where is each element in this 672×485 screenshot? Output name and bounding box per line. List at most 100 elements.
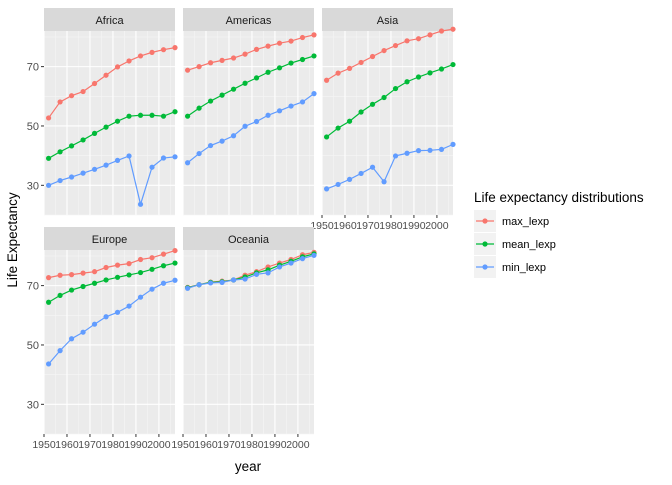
data-point (450, 61, 456, 68)
data-point (358, 59, 364, 66)
facet-panel-americas: Americas (182, 8, 317, 216)
facet-strip (322, 8, 453, 31)
data-point (126, 303, 132, 309)
data-point (91, 321, 98, 327)
x-tick-label: 2000 (147, 439, 171, 451)
x-tick-label: 1950 (310, 220, 334, 232)
data-point (137, 269, 144, 276)
data-point (149, 164, 155, 170)
data-point (369, 164, 376, 170)
data-point (46, 115, 52, 121)
x-tick-label: 1970 (78, 439, 102, 451)
data-point (219, 279, 225, 285)
data-point (242, 276, 248, 282)
data-point (265, 43, 271, 49)
x-axis-title: year (235, 459, 262, 474)
data-point (80, 283, 86, 290)
data-point (126, 153, 132, 159)
data-point (311, 252, 317, 258)
data-point (288, 38, 294, 44)
data-point (68, 287, 75, 293)
y-axis-title: Life Expectancy (5, 192, 20, 288)
data-point (172, 247, 178, 254)
data-point (46, 182, 52, 188)
data-point (404, 38, 410, 44)
data-point (103, 277, 109, 283)
x-tick-label: 1960 (333, 220, 357, 232)
data-point (149, 255, 155, 261)
data-point (427, 32, 433, 38)
data-point (219, 57, 225, 63)
x-tick-label: 1950 (171, 439, 195, 451)
x-tick-label: 1980 (379, 220, 403, 232)
data-point (253, 46, 260, 53)
data-point (103, 162, 109, 168)
facet-panel-asia: Asia 1950 1960 1970 1980 1990 2000 (310, 8, 456, 232)
facet-panel-oceania: Oceania 1950 1960 1970 1980 1990 2000 (171, 227, 317, 451)
data-point (126, 58, 132, 64)
data-point (91, 130, 98, 136)
data-point (335, 70, 341, 76)
data-point (230, 86, 237, 92)
data-point (160, 251, 167, 257)
panel-background (44, 31, 175, 215)
data-point (185, 285, 191, 291)
data-point (172, 109, 178, 115)
data-point (114, 274, 121, 280)
x-tick-label: 1980 (240, 439, 264, 451)
data-point (299, 34, 306, 41)
data-point (149, 286, 155, 292)
data-point (230, 55, 237, 61)
data-point (137, 201, 144, 207)
facet-strip (44, 8, 175, 31)
data-point (160, 47, 167, 53)
panel-background (183, 250, 314, 434)
data-point (114, 118, 121, 124)
data-point (46, 361, 52, 367)
data-point (80, 329, 86, 335)
data-point (265, 69, 271, 75)
data-point (415, 36, 422, 42)
data-point (196, 282, 202, 288)
facet-strip-label: Asia (377, 15, 399, 27)
legend-label: min_lexp (502, 262, 546, 274)
data-point (80, 88, 86, 95)
data-point (80, 137, 86, 143)
data-point (149, 112, 155, 118)
data-point (160, 263, 167, 269)
data-point (103, 72, 109, 78)
data-point (91, 280, 98, 286)
data-point (172, 154, 178, 160)
data-point (311, 91, 317, 97)
data-point (381, 94, 387, 101)
data-point (91, 80, 98, 87)
y-tick-label: 50 (27, 340, 39, 352)
x-tick-label: 2000 (286, 439, 310, 451)
x-tick-label: 1990 (124, 439, 148, 451)
legend-key-point (482, 264, 488, 270)
data-point (68, 336, 75, 342)
data-point (427, 70, 433, 76)
facet-strip-label: Europe (92, 234, 127, 246)
legend-key-point (482, 241, 488, 247)
y-tick-label: 30 (27, 180, 39, 192)
x-tick-label: 1970 (217, 439, 241, 451)
data-point (288, 260, 294, 266)
facet-strip (44, 227, 175, 250)
data-point (438, 66, 445, 72)
data-point (450, 26, 456, 32)
data-point (346, 118, 353, 124)
data-point (126, 272, 132, 278)
data-point (207, 142, 214, 149)
data-point (276, 264, 283, 270)
data-point (415, 148, 422, 154)
data-point (57, 177, 63, 184)
facet-strip (183, 8, 314, 31)
legend-label: max_lexp (502, 216, 549, 228)
data-point (346, 176, 353, 182)
data-point (242, 80, 248, 86)
data-point (450, 141, 456, 147)
data-point (137, 256, 144, 263)
data-point (438, 28, 445, 34)
